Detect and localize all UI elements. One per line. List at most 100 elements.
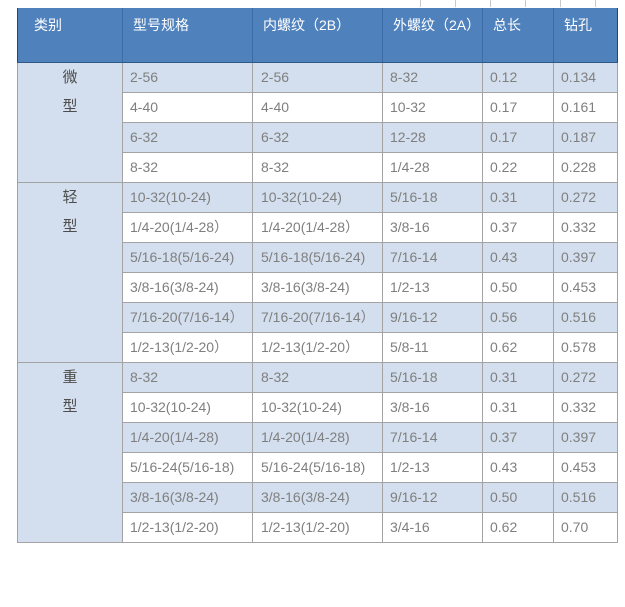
cell: 0.228 [553,151,618,183]
table-row: 8-32 8-32 1/4-28 0.22 0.228 [18,151,618,183]
cell: 3/8-16 [382,391,483,423]
cell: 0.43 [482,241,554,273]
cell: 12-28 [382,121,483,153]
cell: 0.272 [553,181,618,213]
table-row: 5/16-24(5/16-18) 5/16-24(5/16-18) 1/2-13… [18,451,618,483]
cell: 5/16-18 [382,361,483,393]
cell: 0.397 [553,241,618,273]
cell: 0.37 [482,421,554,453]
cell: 8-32 [382,61,483,93]
cell: 9/16-12 [382,481,483,513]
cell: 8-32 [252,361,383,393]
table-row: 1/2-13(1/2-20) 1/2-13(1/2-20) 3/4-16 0.6… [18,511,618,543]
cell: 0.62 [482,331,554,363]
cell: 8-32 [122,361,253,393]
cell: 0.50 [482,271,554,303]
tick-mark [490,0,491,7]
cell: 10-32(10-24) [122,181,253,213]
cell: 4-40 [252,91,383,123]
cell: 5/16-18(5/16-24) [252,241,383,273]
cell: 7/16-14 [382,241,483,273]
cell: 3/8-16(3/8-24) [122,271,253,303]
header-external-thread: 外螺纹（2A） [382,8,483,63]
tick-mark [525,0,526,7]
cell: 0.22 [482,151,554,183]
cell: 3/8-16(3/8-24) [122,481,253,513]
cell: 0.43 [482,451,554,483]
cell: 0.31 [482,391,554,423]
cell: 1/2-13(1/2-20) [252,511,383,543]
category-label: 微型 [62,68,78,115]
cell: 7/16-20(7/16-14） [252,301,383,333]
cell: 1/2-13 [382,271,483,303]
cell: 3/8-16 [382,211,483,243]
cell: 2-56 [252,61,383,93]
cell: 10-32(10-24) [252,181,383,213]
table-row: 1/4-20(1/4-28） 1/4-20(1/4-28） 3/8-16 0.3… [18,211,618,243]
cell: 0.161 [553,91,618,123]
cell: 10-32(10-24) [252,391,383,423]
category-cell-micro: 微型 [17,61,123,183]
cell: 0.17 [482,121,554,153]
tick-mark [595,0,596,7]
cell: 0.134 [553,61,618,93]
category-cell-light: 轻型 [17,181,123,363]
cell: 5/8-11 [382,331,483,363]
cell: 5/16-18(5/16-24) [122,241,253,273]
cell: 0.453 [553,451,618,483]
cell: 9/16-12 [382,301,483,333]
cell: 5/16-24(5/16-18) [122,451,253,483]
cell: 0.50 [482,481,554,513]
cell: 8-32 [122,151,253,183]
cell: 6-32 [122,121,253,153]
tick-mark [560,0,561,7]
header-category: 类别 [17,8,123,63]
tick-mark [455,0,456,7]
cell: 2-56 [122,61,253,93]
table-row: 微型 2-56 2-56 8-32 0.12 0.134 [17,61,618,183]
cell: 1/4-20(1/4-28） [252,211,383,243]
category-label: 重型 [62,368,78,415]
cell: 0.578 [553,331,618,363]
cell: 1/2-13 [382,451,483,483]
table-row: 6-32 6-32 12-28 0.17 0.187 [18,121,618,153]
table-row: 重型 8-32 8-32 5/16-18 0.31 0.272 [17,361,618,543]
table-row: 10-32(10-24) 10-32(10-24) 3/8-16 0.31 0.… [18,391,618,423]
tick-mark [420,0,421,7]
cell: 1/4-28 [382,151,483,183]
category-cell-heavy: 重型 [17,361,123,543]
header-model-spec: 型号规格 [122,8,253,63]
cell: 0.453 [553,271,618,303]
cell: 1/2-13(1/2-20） [252,331,383,363]
cell: 0.62 [482,511,554,543]
cell: 0.332 [553,211,618,243]
thread-spec-table: 类别 型号规格 内螺纹（2B） 外螺纹（2A） 总长 钻孔 微型 2-56 2-… [17,8,618,543]
table-row: 轻型 10-32(10-24) 10-32(10-24) 5/16-18 0.3… [17,181,618,363]
table-row: 3/8-16(3/8-24) 3/8-16(3/8-24) 9/16-12 0.… [18,481,618,513]
cell: 1/4-20(1/4-28) [122,421,253,453]
cell: 5/16-18 [382,181,483,213]
cell: 6-32 [252,121,383,153]
cell: 0.272 [553,361,618,393]
cell: 10-32(10-24) [122,391,253,423]
cell: 0.516 [553,481,618,513]
cell: 4-40 [122,91,253,123]
cell: 0.397 [553,421,618,453]
cell: 0.70 [553,511,618,543]
cell: 0.56 [482,301,554,333]
cell: 3/8-16(3/8-24) [252,481,383,513]
cell: 0.37 [482,211,554,243]
cell: 8-32 [252,151,383,183]
cell: 0.12 [482,61,554,93]
cell: 0.516 [553,301,618,333]
cell: 7/16-20(7/16-14） [122,301,253,333]
cell: 1/2-13(1/2-20） [122,331,253,363]
cell: 3/4-16 [382,511,483,543]
cell: 1/4-20(1/4-28) [252,421,383,453]
header-total-length: 总长 [482,8,554,63]
cell: 0.332 [553,391,618,423]
cell: 5/16-24(5/16-18) [252,451,383,483]
cell: 0.17 [482,91,554,123]
header-internal-thread: 内螺纹（2B） [252,8,383,63]
cell: 7/16-14 [382,421,483,453]
